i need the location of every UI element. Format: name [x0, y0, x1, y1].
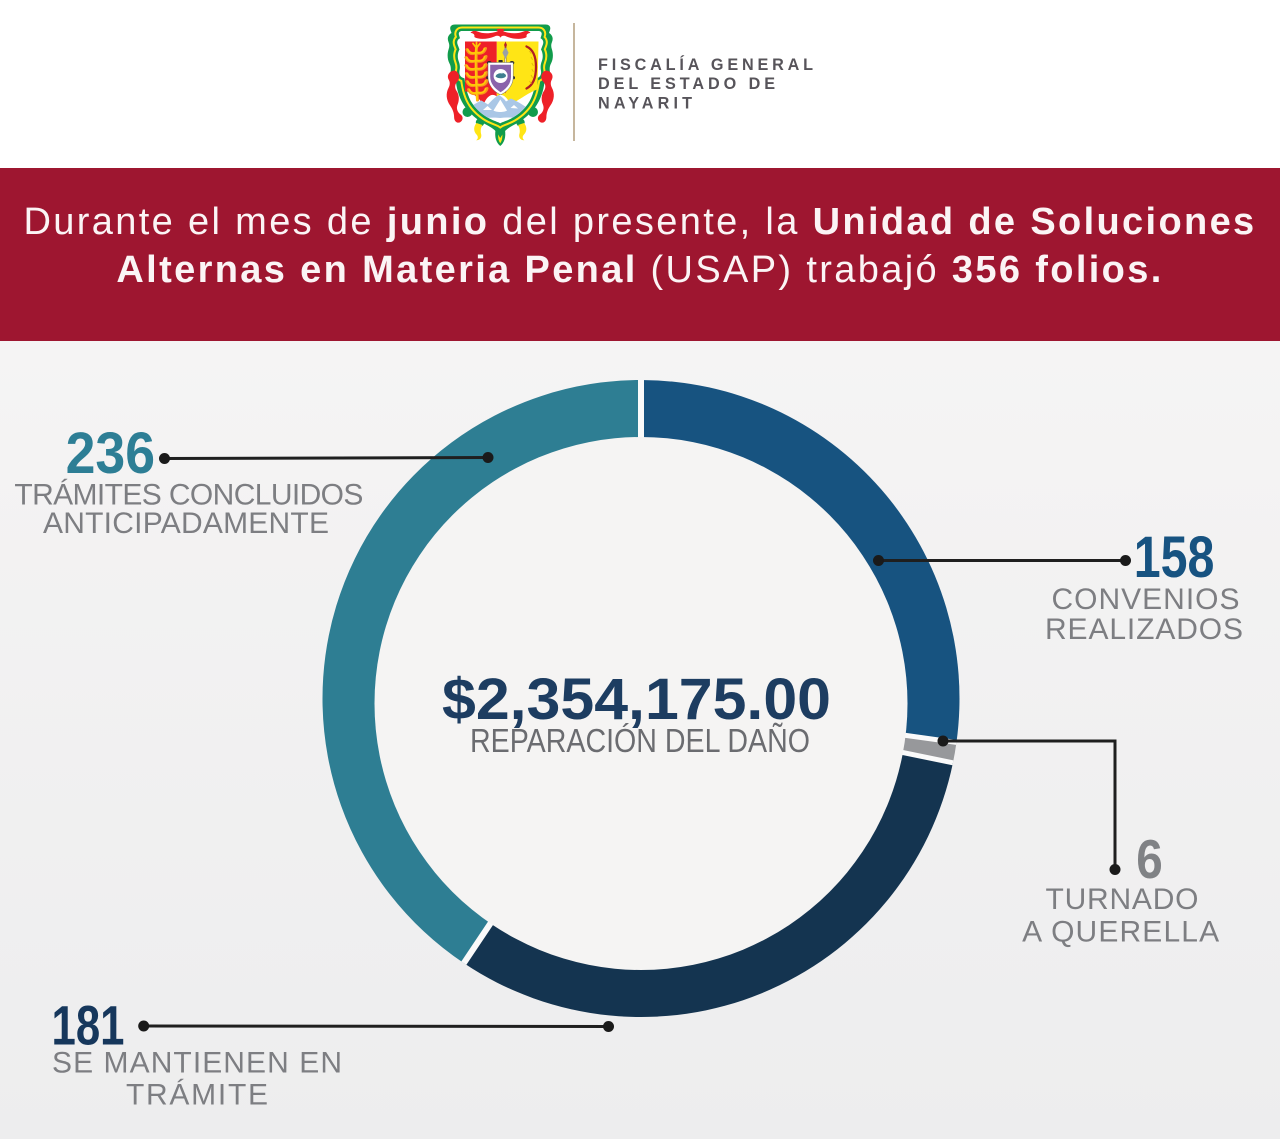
svg-text:TRÁMITES CONCLUIDOS: TRÁMITES CONCLUIDOS — [14, 479, 363, 512]
svg-text:FISCALÍA GENERAL: FISCALÍA GENERAL — [598, 55, 813, 74]
svg-text:A QUERELLA: A QUERELLA — [1022, 916, 1219, 949]
svg-text:158: 158 — [1134, 525, 1215, 590]
svg-text:ANTICIPADAMENTE: ANTICIPADAMENTE — [43, 507, 329, 540]
svg-text:CONVENIOS: CONVENIOS — [1052, 583, 1240, 616]
svg-text:TURNADO: TURNADO — [1046, 883, 1199, 916]
svg-text:REALIZADOS: REALIZADOS — [1045, 613, 1243, 646]
svg-text:TRÁMITE: TRÁMITE — [126, 1079, 268, 1112]
svg-text:$2,354,175.00: $2,354,175.00 — [442, 667, 831, 732]
svg-text:REPARACIÓN DEL DAÑO: REPARACIÓN DEL DAÑO — [470, 722, 810, 759]
svg-text:DEL ESTADO DE: DEL ESTADO DE — [598, 75, 775, 93]
svg-text:6: 6 — [1136, 829, 1163, 890]
svg-text:NAYARIT: NAYARIT — [598, 94, 692, 112]
svg-text:236: 236 — [66, 421, 155, 486]
svg-text:SE MANTIENEN EN: SE MANTIENEN EN — [52, 1047, 342, 1080]
svg-text:181: 181 — [52, 995, 125, 1057]
